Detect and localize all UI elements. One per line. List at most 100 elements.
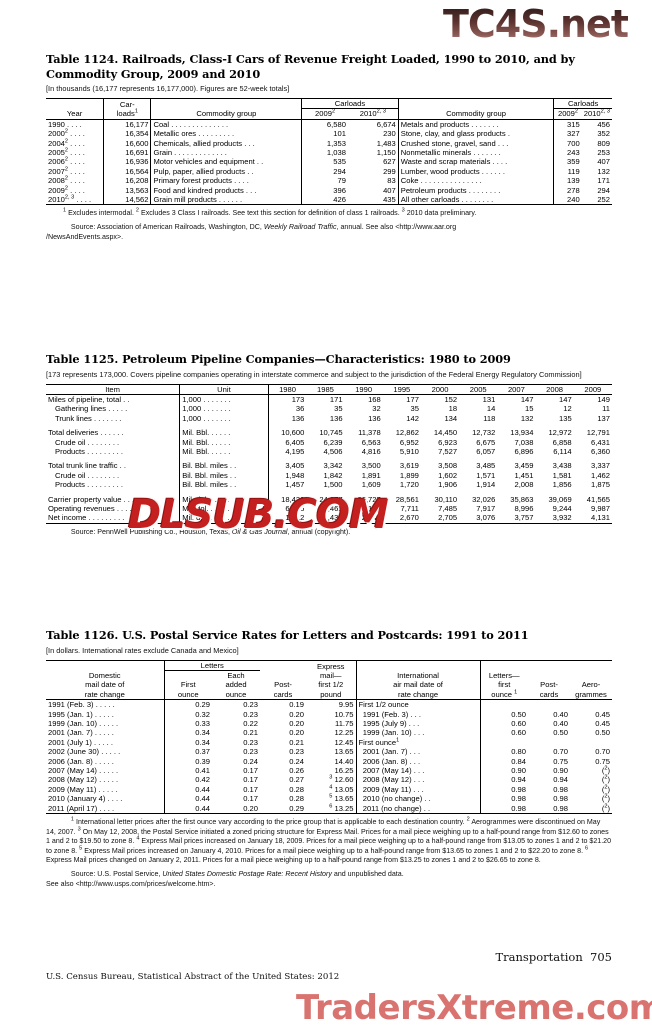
cell-international-date: 2006 (Jan. 8) . . . <box>356 756 481 766</box>
cell-commodity-left: Grain . . . . . . . . . . . . . <box>150 148 303 158</box>
cell-carloads: 16,177 <box>103 119 152 130</box>
cell-year: 20052 . . . . <box>46 148 105 158</box>
cell-each-added: 0.24 <box>243 756 258 766</box>
table-row: 1991 (Feb. 3) . . . . . 0.29 0.23 0.19 9.95… <box>46 699 612 710</box>
cell-postcards: 0.27 <box>289 775 304 785</box>
cell-item: Crude oil . . . . . . . . <box>46 470 181 481</box>
cell-year: 20062 . . . . <box>46 157 105 167</box>
cell-commodity-right: Nonmetallic minerals . . . . . . . <box>397 148 555 158</box>
table-row: Total trunk line traffic . . Bil. Bbl. m… <box>46 461 612 471</box>
table-row: 2006 (Jan. 8) . . . . . 0.39 0.24 0.24 14.4… <box>46 756 612 766</box>
cell-first-ounce: 0.44 <box>195 803 210 813</box>
header-international-date: International air mail date of rate change <box>356 660 481 700</box>
header-commodity-right: Commodity group <box>397 98 555 120</box>
cell-2010-left: 407 <box>383 185 396 195</box>
source-italic: Oil & Gas Journal <box>231 527 288 536</box>
cell-2009-left: 1,353 <box>326 138 346 148</box>
table-1125-body: Miles of pipeline, total . . 1,000 . . .… <box>46 394 612 524</box>
cell-value: 1,571 <box>476 470 496 480</box>
cell-value: 2,431 <box>323 513 343 523</box>
cell-express-mail: 3 12.60 <box>306 775 357 785</box>
cell-value: 32 <box>372 404 381 414</box>
table-1125: Item Unit 1980 1985 1990 1995 2000 2005 2007 2008… <box>46 384 612 524</box>
cell-value: 1,906 <box>438 480 458 490</box>
cell-express-mail: 6 13.25 <box>306 803 357 814</box>
header-2007: 2007 <box>507 384 525 394</box>
cell-aerogrammes: (2) <box>601 784 610 794</box>
cell-2010-left: 627 <box>383 157 396 167</box>
cell-value: 6,952 <box>399 437 419 447</box>
cell-2009-right: 315 <box>567 119 580 129</box>
cell-unit: 1,000 . . . . . . . <box>179 404 269 414</box>
cell-domestic-date: 2009 (May 11) . . . . . <box>46 784 165 795</box>
cell-postcards: 0.20 <box>289 728 304 738</box>
cell-value: 1,720 <box>399 480 419 490</box>
cell-value: 3,438 <box>552 461 572 471</box>
cell-item: Total trunk line traffic . . <box>46 461 181 471</box>
cell-intl-postcards: 0.40 <box>553 718 568 728</box>
cell-carloads: 16,936 <box>103 157 152 167</box>
cell-postcards: 0.20 <box>289 709 304 719</box>
cell-carloads: 13,563 <box>103 185 152 196</box>
cell-commodity-left: Grain mill products . . . . . . <box>150 195 303 205</box>
cell-postcards: 0.19 <box>289 700 304 710</box>
cell-intl-postcards: 0.75 <box>553 756 568 766</box>
cell-commodity-left: Primary forest products . . . . <box>150 176 303 186</box>
cell-intl-letters: 0.50 <box>511 709 526 719</box>
cell-intl-postcards: 0.70 <box>553 747 568 757</box>
cell-commodity-left: Coal . . . . . . . . . . . . . . <box>150 119 303 130</box>
cell-value: 8,996 <box>514 503 534 513</box>
table-row: 1995 (Jan. 1) . . . . . 0.32 0.23 0.20 10.7… <box>46 709 612 719</box>
cell-aerogrammes: 0.45 <box>595 709 610 719</box>
cell-unit: Mil. dol. . . . . . <box>179 503 269 514</box>
cell-value: 173 <box>291 394 305 404</box>
table-row: 20082 . . . . 16,208 Primary forest produ… <box>46 176 612 186</box>
table-1125-header-row: Item Unit 1980 1985 1990 1995 2000 2005 2007 2008… <box>46 384 612 395</box>
table-row: 2002 (June 30) . . . . . 0.37 0.23 0.23 13.… <box>46 747 612 757</box>
cell-value: 6,360 <box>590 446 610 456</box>
cell-value: 2,670 <box>399 513 419 523</box>
cell-value: 132 <box>520 413 534 423</box>
header-carloads-year: Car- loads1 <box>103 98 152 120</box>
cell-value: 32,026 <box>472 494 496 504</box>
table-row: 20002 . . . . 16,354 Metallic ores . . . … <box>46 129 612 139</box>
source-italic: United States Domestic Postage Rate: Rec… <box>162 869 332 878</box>
cell-express-mail: 13.65 <box>306 747 357 757</box>
cell-domestic-date: 2008 (May 12) . . . . . <box>46 775 165 785</box>
watermark-top-right: TC4S.net <box>442 2 629 46</box>
cell-value: 131 <box>482 394 496 404</box>
cell-value: 6,675 <box>476 437 496 447</box>
cell-intl-postcards: 0.90 <box>553 765 568 775</box>
cell-year: 20072 . . . . <box>46 167 105 177</box>
cell-value: 30,110 <box>434 494 458 504</box>
cell-intl-postcards <box>528 738 570 747</box>
cell-year: 20042 . . . . <box>46 138 105 149</box>
cell-2010-right: 253 <box>597 148 610 158</box>
cell-unit: Mil. Bbl. . . . . . <box>179 437 269 447</box>
cell-first-ounce: 0.34 <box>195 737 210 747</box>
cell-2009-left: 101 <box>333 129 346 139</box>
table-row: Total deliveries . . . . . . Mil. Bbl. .… <box>46 428 612 438</box>
table-1126-source: Source: U.S. Postal Service, United Stat… <box>46 870 612 889</box>
cell-value: 7,917 <box>476 503 496 513</box>
cell-commodity-left: Metallic ores . . . . . . . . . <box>150 129 303 139</box>
table-row: Gathering lines . . . . . 1,000 . . . . … <box>46 404 612 414</box>
cell-year: 1990 . . . . <box>46 119 105 130</box>
cell-postcards: 0.26 <box>289 765 304 775</box>
cell-item: Total deliveries . . . . . . <box>46 428 181 438</box>
header-2010-right: 20102, 3 <box>583 108 610 119</box>
table-1126-headnote: [In dollars. International rates exclude… <box>46 645 239 655</box>
header-2000: 2000 <box>431 384 449 394</box>
cell-carloads: 16,564 <box>103 166 152 177</box>
cell-commodity-right: Coke . . . . . . . . . . . . . . . <box>397 176 555 186</box>
cell-carloads: 16,354 <box>103 129 152 139</box>
cell-value: 3,342 <box>323 461 343 471</box>
cell-value: 35,863 <box>510 494 534 504</box>
cell-postcards: 0.23 <box>289 747 304 757</box>
table-1126-title: Table 1126. U.S. Postal Service Rates fo… <box>46 628 529 642</box>
table-1126-body: 1991 (Feb. 3) . . . . . 0.29 0.23 0.19 9.95… <box>46 699 612 814</box>
cell-value: 149 <box>597 394 610 404</box>
cell-value: 1,451 <box>514 470 534 480</box>
cell-2010-left: 1,150 <box>376 148 396 158</box>
